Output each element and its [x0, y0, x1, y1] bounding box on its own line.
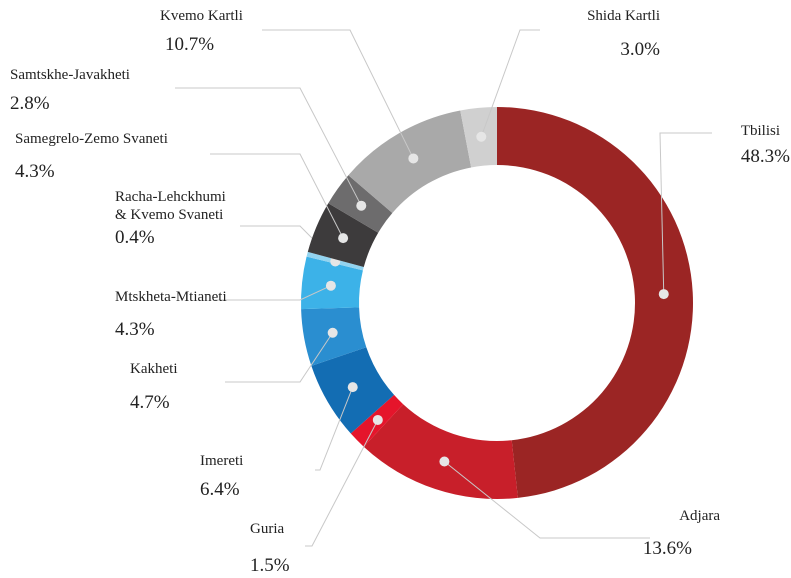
category-label: Tbilisi: [740, 123, 780, 139]
leader-line: [315, 386, 354, 471]
leader-dot: [658, 289, 669, 300]
leader-dot: [356, 200, 367, 211]
leader-line: [175, 87, 362, 206]
value-label: 4.3%: [15, 161, 55, 182]
leader-dot: [327, 327, 338, 338]
leader-line: [444, 461, 650, 539]
value-label: 1.5%: [250, 555, 290, 576]
value-label: 10.7%: [165, 34, 215, 55]
leader-dot: [476, 131, 487, 142]
leader-dot: [372, 414, 383, 425]
leader-line: [480, 29, 540, 137]
leader-dot: [347, 382, 358, 393]
category-label: Samtskhe-Javakheti: [10, 67, 130, 83]
category-label: Kakheti: [130, 361, 178, 377]
category-label: Imereti: [200, 453, 244, 469]
leader-dot: [439, 456, 450, 467]
leader-line: [659, 132, 712, 295]
leader-dot: [408, 153, 419, 164]
value-label: 4.7%: [130, 392, 170, 413]
leader-line: [210, 153, 344, 239]
leader-line: [262, 29, 414, 159]
leader-line: [305, 419, 379, 547]
leader-dot: [325, 280, 336, 291]
category-label: Racha-Lehckhumi & Kvemo Svaneti: [115, 189, 226, 223]
value-label: 2.8%: [10, 93, 50, 114]
leader-line: [215, 285, 332, 301]
category-label: Mtskheta-Mtianeti: [115, 289, 227, 305]
donut-segment: [363, 404, 518, 500]
category-label: Adjara: [679, 508, 720, 524]
category-label: Kvemo Kartli: [160, 8, 243, 24]
leader-line: [225, 332, 334, 383]
value-label: 13.6%: [642, 538, 692, 559]
value-label: 48.3%: [740, 146, 790, 167]
category-label: Samegrelo-Zemo Svaneti: [15, 131, 168, 147]
category-label: Shida Kartli: [587, 8, 660, 24]
value-label: 6.4%: [200, 479, 240, 500]
leader-dot: [338, 233, 349, 244]
category-label: Guria: [250, 521, 285, 537]
donut-segment: [497, 107, 693, 498]
value-label: 3.0%: [620, 39, 660, 60]
value-label: 0.4%: [115, 227, 155, 248]
value-label: 4.3%: [115, 319, 155, 340]
